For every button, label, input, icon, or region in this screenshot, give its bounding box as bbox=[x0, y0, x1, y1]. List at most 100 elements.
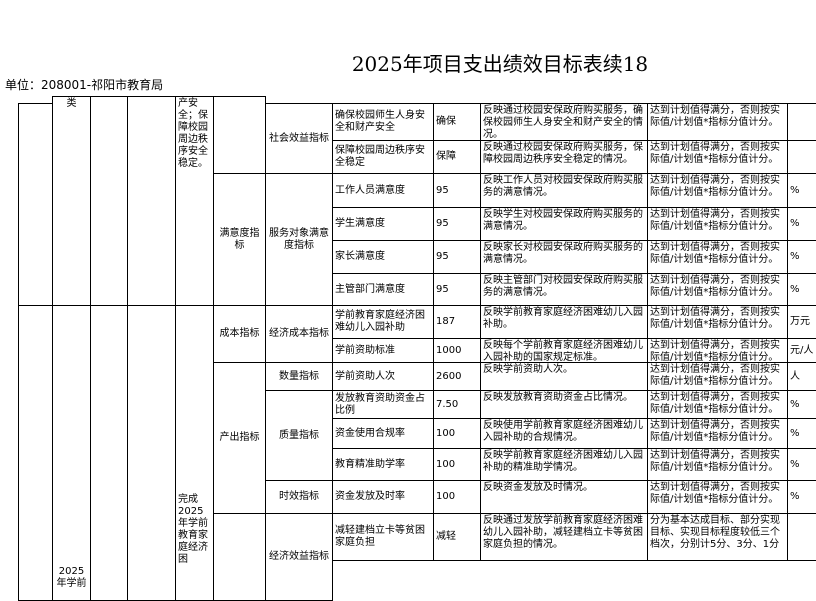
scoring: 达到计划值得满分，否则按实际值/计划值*指标分值计分。 bbox=[647, 103, 788, 141]
unit: 单位：208001-祁阳市教育局 bbox=[5, 78, 164, 92]
cell-text: 资金发放及时率 bbox=[335, 491, 405, 502]
cell-text: % bbox=[790, 491, 800, 502]
cell-text: 经济效益指标 bbox=[269, 551, 329, 562]
cell-text: 反映通过发放学前教育家庭经济困难幼儿入园补助，减轻建档立卡等贫困家庭负担的情况。 bbox=[483, 515, 643, 550]
cell bbox=[90, 96, 128, 306]
description: 反映通过校园安保政府购买服务，保障校园周边秩序安全稳定的情况。 bbox=[480, 140, 648, 174]
indicator: 资金发放及时率 bbox=[332, 480, 434, 514]
cell-text: 确保校园师生人身安全和财产安全 bbox=[335, 110, 425, 133]
cell bbox=[18, 103, 53, 306]
cell-text: 减轻建档立卡等贫困家庭负担 bbox=[335, 525, 425, 548]
cell-text: 家长满意度 bbox=[335, 251, 385, 262]
cell-text: 保障校园周边秩序安全稳定 bbox=[335, 145, 425, 168]
cell bbox=[127, 96, 176, 306]
unit: 元/人 bbox=[787, 338, 816, 363]
level2: 经济效益指标 bbox=[265, 513, 333, 601]
unit: % bbox=[787, 448, 816, 481]
cell-text: 100 bbox=[436, 458, 456, 470]
cell-text: 达到计划值得满分，否则按实际值/计划值*指标分值计分。 bbox=[650, 340, 780, 363]
scoring: 达到计划值得满分，否则按实际值/计划值*指标分值计分。 bbox=[647, 448, 788, 481]
cell-text: 反映学前教育家庭经济困难幼儿入园补助。 bbox=[483, 307, 643, 330]
scoring: 达到计划值得满分，否则按实际值/计划值*指标分值计分。 bbox=[647, 338, 788, 363]
level2: 经济成本指标 bbox=[265, 305, 333, 363]
cell-text: 达到计划值得满分，否则按实际值/计划值*指标分值计分。 bbox=[650, 105, 780, 128]
cell bbox=[90, 305, 128, 601]
indicator: 减轻建档立卡等贫困家庭负担 bbox=[332, 513, 434, 561]
unit: % bbox=[787, 207, 816, 241]
scoring: 达到计划值得满分，否则按实际值/计划值*指标分值计分。 bbox=[647, 240, 788, 274]
target: 100 bbox=[433, 480, 481, 514]
indicator: 学前资助标准 bbox=[332, 338, 434, 363]
cell-text: 质量指标 bbox=[279, 429, 319, 441]
cell-text: 95 bbox=[436, 283, 449, 295]
cell-text: 经济成本指标 bbox=[269, 328, 329, 339]
cell-text: 反映通过校园安保政府购买服务，确保校园师生人身安全和财产安全的情况。 bbox=[483, 105, 643, 140]
level1: 满意度指标 bbox=[213, 173, 266, 306]
cell-text: 保障 bbox=[436, 151, 456, 162]
cell-text: 人 bbox=[790, 370, 800, 382]
indicator: 确保校园师生人身安全和财产安全 bbox=[332, 103, 434, 141]
unit: % bbox=[787, 390, 816, 419]
cell-text: 达到计划值得满分，否则按实际值/计划值*指标分值计分。 bbox=[650, 175, 780, 198]
scoring: 达到计划值得满分，否则按实际值/计划值*指标分值计分。 bbox=[647, 207, 788, 241]
cell-text: 95 bbox=[436, 184, 449, 196]
level2: 时效指标 bbox=[265, 480, 333, 514]
indicator: 学前资助人次 bbox=[332, 362, 434, 391]
cell-text: 学前教育家庭经济困难幼儿入园补助 bbox=[335, 310, 425, 333]
cell-text: 达到计划值得满分，否则按实际值/计划值*指标分值计分。 bbox=[650, 392, 780, 415]
description: 反映学前资助人次。 bbox=[480, 362, 648, 391]
cell-text: % bbox=[790, 184, 800, 196]
cell-text: 教育精准助学率 bbox=[335, 458, 405, 470]
unit bbox=[787, 513, 816, 561]
unit: % bbox=[787, 418, 816, 449]
indicator: 资金使用合规率 bbox=[332, 418, 434, 449]
cell-text: 学前资助标准 bbox=[335, 344, 395, 356]
target: 95 bbox=[433, 173, 481, 208]
description: 反映家长对校园安保政府购买服务的满意情况。 bbox=[480, 240, 648, 274]
scoring: 达到计划值得满分，否则按实际值/计划值*指标分值计分。 bbox=[647, 418, 788, 449]
indicator: 保障校园周边秩序安全稳定 bbox=[332, 140, 434, 174]
cell bbox=[18, 305, 53, 601]
cell-text: 反映学前教育家庭经济困难幼儿入园补助的精准助学情况。 bbox=[483, 450, 643, 473]
cell-text: 反映主管部门对校园安保政府购买服务的满意情况。 bbox=[483, 275, 643, 298]
cell-text: 达到计划值得满分，否则按实际值/计划值*指标分值计分。 bbox=[650, 242, 780, 265]
cell-text: 达到计划值得满分，否则按实际值/计划值*指标分值计分。 bbox=[650, 307, 780, 330]
cell-text: 发放教育资助资金占比例 bbox=[335, 392, 425, 416]
unit: % bbox=[787, 273, 816, 306]
cell-text: 反映资金发放及时情况。 bbox=[483, 482, 593, 493]
scoring: 达到计划值得满分，否则按实际值/计划值*指标分值计分。 bbox=[647, 305, 788, 339]
target: 187 bbox=[433, 305, 481, 339]
cell-text: 分为基本达成目标、部分实现目标、实现目标程度较低三个档次，分别计5分、3分、1分 bbox=[650, 515, 780, 550]
cell-text: 7.50 bbox=[436, 398, 459, 410]
target: 100 bbox=[433, 448, 481, 481]
scoring: 达到计划值得满分，否则按实际值/计划值*指标分值计分。 bbox=[647, 390, 788, 419]
indicator: 学前教育家庭经济困难幼儿入园补助 bbox=[332, 305, 434, 339]
cell-text: 达到计划值得满分，否则按实际值/计划值*指标分值计分。 bbox=[650, 482, 780, 505]
target: 1000 bbox=[433, 338, 481, 363]
target: 确保 bbox=[433, 103, 481, 141]
cell-text: % bbox=[790, 398, 800, 410]
cell-text: 满意度指标 bbox=[219, 227, 260, 251]
description: 反映发放教育资助资金占比情况。 bbox=[480, 390, 648, 419]
cell-text: 成本指标 bbox=[219, 328, 260, 339]
unit: 万元 bbox=[787, 305, 816, 339]
cell-text: 反映使用学前教育家庭经济困难幼儿入园补助的合规情况。 bbox=[483, 420, 643, 443]
cell-text: 学前资助人次 bbox=[335, 370, 395, 382]
indicator: 家长满意度 bbox=[332, 240, 434, 274]
cell-text: 反映每个学前教育家庭经济困难幼儿入园补助的国家规定标准。 bbox=[483, 340, 643, 363]
cell bbox=[213, 513, 266, 601]
target: 100 bbox=[433, 418, 481, 449]
target: 95 bbox=[433, 207, 481, 241]
cell-text: 达到计划值得满分，否则按实际值/计划值*指标分值计分。 bbox=[650, 450, 780, 473]
cell-text: 工作人员满意度 bbox=[335, 184, 405, 196]
cell-text: % bbox=[790, 283, 800, 295]
cell-text: 服务对象满意度指标 bbox=[269, 227, 329, 251]
cell-text: 达到计划值得满分，否则按实际值/计划值*指标分值计分。 bbox=[650, 142, 780, 165]
cell-text: 资金使用合规率 bbox=[335, 427, 405, 439]
description: 反映通过发放学前教育家庭经济困难幼儿入园补助，减轻建档立卡等贫困家庭负担的情况。 bbox=[480, 513, 648, 561]
category: 类 bbox=[52, 96, 91, 306]
target: 95 bbox=[433, 273, 481, 306]
cell-text: 达到计划值得满分，否则按实际值/计划值*指标分值计分。 bbox=[650, 420, 780, 443]
cell-text: 100 bbox=[436, 427, 456, 439]
unit: % bbox=[787, 173, 816, 208]
